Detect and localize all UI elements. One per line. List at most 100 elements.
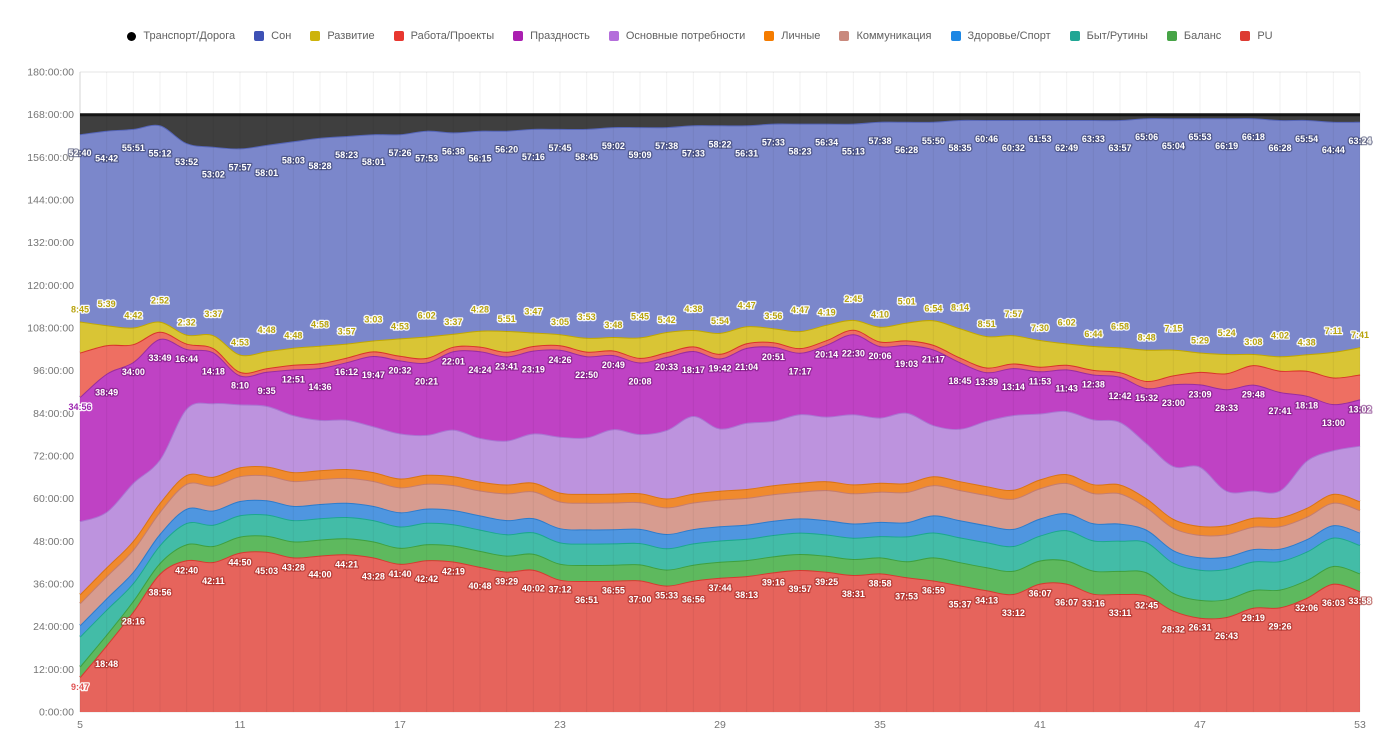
data-label-pu: 32:06 xyxy=(1295,603,1318,613)
legend-item-balans[interactable]: Баланс xyxy=(1166,30,1222,42)
data-label-son: 56:28 xyxy=(895,145,918,155)
data-label-prazdnost: 23:00 xyxy=(1162,398,1185,408)
data-label-pu: 36:07 xyxy=(1055,598,1078,608)
data-label-pu: 39:16 xyxy=(762,577,785,587)
data-label-son: 53:02 xyxy=(202,170,225,180)
series-area-balans xyxy=(80,535,1360,678)
legend-item-byt-rutiny[interactable]: Быт/Рутины xyxy=(1069,30,1148,42)
data-label-son: 56:34 xyxy=(815,138,838,148)
data-label-prazdnost: 11:53 xyxy=(1029,376,1052,386)
data-label-prazdnost: 13:39 xyxy=(975,377,998,387)
data-label-pu: 41:40 xyxy=(388,569,411,579)
data-label-razvitie: 7:11 xyxy=(1325,326,1343,336)
data-label-prazdnost: 22:50 xyxy=(575,370,598,380)
data-label-razvitie: 4:58 xyxy=(311,320,329,330)
data-label-son: 53:52 xyxy=(175,157,198,167)
y-axis-tick-label: 156:00:00 xyxy=(27,152,74,164)
data-label-razvitie: 4:19 xyxy=(818,308,836,318)
data-label-razvitie: 3:08 xyxy=(1244,337,1262,347)
y-axis-tick-label: 120:00:00 xyxy=(27,280,74,292)
data-label-son: 56:38 xyxy=(442,146,465,156)
legend-item-osnovnye-potrebnosti[interactable]: Основные потребности xyxy=(608,30,745,42)
data-label-son: 58:35 xyxy=(948,143,971,153)
y-axis-tick-label: 144:00:00 xyxy=(27,195,74,207)
legend-item-kommunikatsiya[interactable]: Коммуникация xyxy=(839,30,932,42)
y-axis-tick-label: 168:00:00 xyxy=(27,109,74,121)
data-label-son: 56:15 xyxy=(468,154,491,164)
data-label-razvitie: 7:57 xyxy=(1004,309,1022,319)
data-label-prazdnost: 20:32 xyxy=(388,365,411,375)
data-label-son: 58:28 xyxy=(308,161,331,171)
y-axis-tick-label: 84:00:00 xyxy=(33,408,74,420)
data-label-pu: 42:40 xyxy=(175,565,198,575)
data-label-prazdnost: 38:49 xyxy=(95,388,118,398)
data-label-pu: 39:25 xyxy=(815,577,838,587)
legend-label: Баланс xyxy=(1183,30,1222,42)
data-label-son: 59:02 xyxy=(602,141,625,151)
x-axis-tick-label: 41 xyxy=(1034,719,1046,731)
data-label-prazdnost: 18:17 xyxy=(682,365,705,375)
data-label-son: 58:23 xyxy=(788,147,811,157)
legend-item-prazdnost[interactable]: Праздность xyxy=(513,30,590,42)
y-axis-labels: 0:00:00 12:00:00 24:00:00 36:00:00 48:00:00 6… xyxy=(27,67,74,719)
data-label-son: 66:19 xyxy=(1215,141,1238,151)
data-label-pu: 35:33 xyxy=(655,591,678,601)
data-label-razvitie: 2:45 xyxy=(844,294,862,304)
legend-item-razvitie[interactable]: Развитие xyxy=(310,30,375,42)
legend-item-son[interactable]: Сон xyxy=(254,30,291,42)
y-axis-tick-label: 108:00:00 xyxy=(27,323,74,335)
pu-legend-marker-square xyxy=(1240,31,1251,41)
data-label-pu: 44:50 xyxy=(228,558,251,568)
data-label-prazdnost: 18:18 xyxy=(1295,401,1318,411)
x-axis-tick-label: 23 xyxy=(554,719,566,731)
legend-label: Здоровье/Спорт xyxy=(967,30,1051,42)
data-label-razvitie: 3:37 xyxy=(444,317,462,327)
data-label-son: 63:24 xyxy=(1348,136,1371,146)
data-label-razvitie: 6:58 xyxy=(1111,321,1129,331)
data-label-razvitie: 3:56 xyxy=(764,311,782,321)
data-label-razvitie: 4:02 xyxy=(1271,330,1289,340)
data-label-prazdnost: 17:17 xyxy=(788,367,811,377)
legend-item-lichnye[interactable]: Личные xyxy=(764,30,820,42)
stacked-areas xyxy=(79,113,1361,712)
data-label-pu: 38:56 xyxy=(148,588,171,598)
series-area-zdorove-sport xyxy=(80,499,1360,637)
data-label-pu: 42:11 xyxy=(202,576,225,586)
data-label-prazdnost: 34:00 xyxy=(122,367,145,377)
data-label-prazdnost: 20:49 xyxy=(602,360,625,370)
razvitie-legend-marker-square xyxy=(310,31,321,41)
data-label-prazdnost: 20:14 xyxy=(815,350,838,360)
legend-item-pu[interactable]: PU xyxy=(1240,30,1273,42)
data-label-pu: 38:31 xyxy=(842,589,865,599)
data-label-son: 52:40 xyxy=(68,148,91,158)
data-label-son: 57:38 xyxy=(868,136,891,146)
data-label-son: 55:13 xyxy=(842,147,865,157)
osnovnye-potrebnosti-legend-marker-square xyxy=(608,31,619,41)
data-label-son: 57:53 xyxy=(415,154,438,164)
data-label-pu: 37:12 xyxy=(548,585,571,595)
data-label-razvitie: 5:39 xyxy=(98,299,116,309)
data-label-razvitie: 3:57 xyxy=(338,327,356,337)
data-label-razvitie: 4:48 xyxy=(258,325,276,335)
data-label-son: 58:23 xyxy=(335,150,358,160)
data-label-son: 55:50 xyxy=(922,136,945,146)
legend-label: Работа/Проекты xyxy=(410,30,495,42)
data-label-razvitie: 5:51 xyxy=(498,314,516,324)
data-label-son: 58:01 xyxy=(255,168,278,178)
y-axis-tick-label: 36:00:00 xyxy=(33,579,74,591)
data-label-pu: 36:51 xyxy=(575,595,598,605)
data-label-prazdnost: 13:14 xyxy=(1002,382,1025,392)
legend-item-rabota-proekty[interactable]: Работа/Проекты xyxy=(393,30,495,42)
data-label-pu: 38:58 xyxy=(868,578,891,588)
y-axis-tick-label: 180:00:00 xyxy=(27,67,74,79)
data-label-razvitie: 6:02 xyxy=(1058,317,1076,327)
legend-item-transport-doroga[interactable]: Транспорт/Дорога xyxy=(127,30,235,42)
data-label-razvitie: 5:42 xyxy=(658,315,676,325)
data-label-razvitie: 4:53 xyxy=(231,337,249,347)
data-label-son: 63:33 xyxy=(1082,134,1105,144)
legend-label: Праздность xyxy=(530,30,590,42)
y-axis-tick-label: 96:00:00 xyxy=(33,365,74,377)
data-label-razvitie: 8:14 xyxy=(951,302,969,312)
legend-item-zdorove-sport[interactable]: Здоровье/Спорт xyxy=(950,30,1051,42)
